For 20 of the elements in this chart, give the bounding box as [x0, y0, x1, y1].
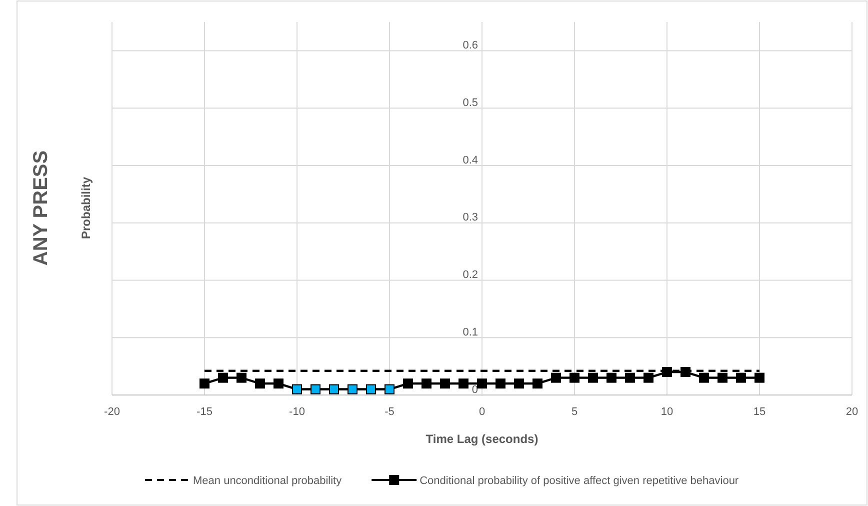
x-tick-label: 5	[571, 406, 578, 418]
y-tick-label: 0.1	[462, 326, 478, 338]
x-tick-label: -20	[104, 406, 120, 418]
x-tick-label: -5	[384, 406, 394, 418]
x-tick-label: -10	[289, 406, 305, 418]
legend-label: Mean unconditional probability	[193, 475, 342, 487]
text: ANY PRESS	[30, 150, 52, 266]
y-tick-label: 0.3	[462, 212, 478, 224]
legend-label: Conditional probability of positive affect given repetitive behaviour	[420, 475, 739, 487]
x-tick-label: 20	[846, 406, 858, 418]
x-axis-title: Time Lag (seconds)	[426, 432, 538, 446]
y-tick-label: 0.6	[462, 39, 478, 52]
x-tick-label: 15	[753, 406, 766, 418]
y-tick-label: 0.5	[462, 96, 478, 109]
y-tick-label: 0	[472, 384, 478, 396]
y-tick-label: 0.2	[462, 269, 478, 282]
x-tick-label: -15	[196, 406, 212, 418]
y-axis-title: Probability	[79, 176, 93, 240]
y-tick-label: 0.4	[462, 154, 478, 166]
x-tick-label: 10	[660, 406, 674, 418]
